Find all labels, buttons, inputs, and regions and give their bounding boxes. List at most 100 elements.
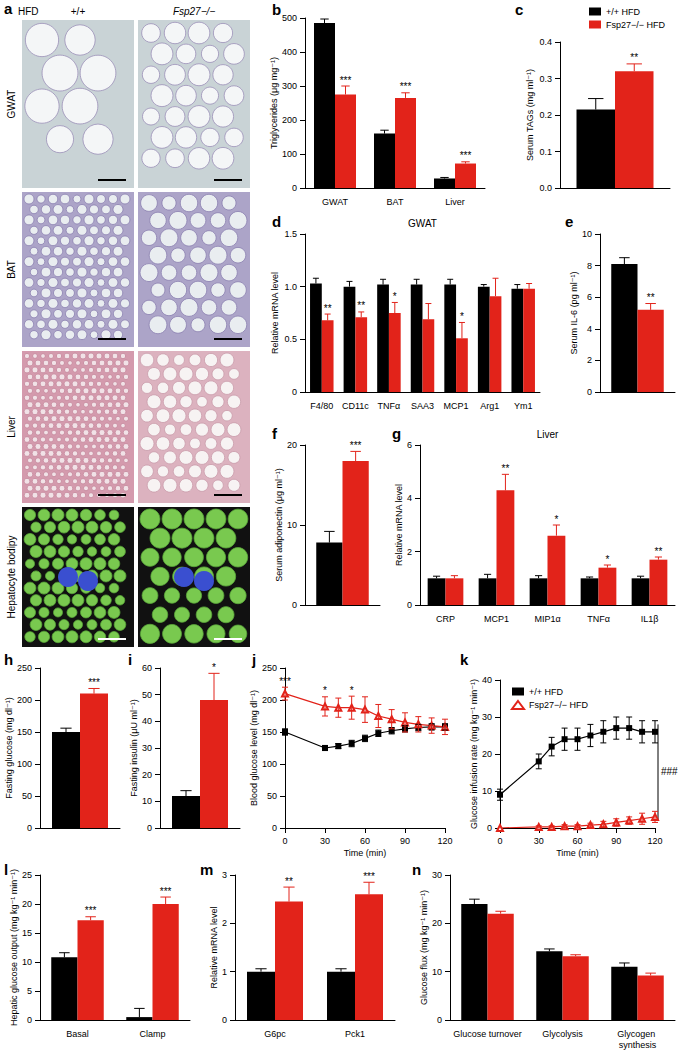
svg-text:F4/80: F4/80 [310,401,333,411]
svg-text:0: 0 [147,823,152,833]
svg-text:0: 0 [272,823,277,833]
svg-text:50: 50 [22,791,32,801]
svg-text:Arg1: Arg1 [480,401,499,411]
svg-text:6: 6 [407,440,412,450]
svg-text:***: *** [88,677,100,688]
svg-text:3: 3 [222,870,227,880]
svg-text:b: b [272,1,281,18]
svg-text:**: ** [285,876,293,887]
svg-text:BAT: BAT [387,197,404,207]
svg-text:200: 200 [17,695,32,705]
svg-text:Glucose turnover: Glucose turnover [453,1029,522,1039]
svg-text:20: 20 [482,749,492,759]
svg-text:0.2: 0.2 [539,110,552,120]
svg-text:50: 50 [267,791,277,801]
svg-text:h: h [4,651,13,668]
svg-text:**: ** [630,52,638,63]
svg-text:Liver: Liver [6,415,17,437]
svg-text:0.4: 0.4 [539,37,552,47]
svg-text:10: 10 [22,957,32,967]
svg-text:***: *** [85,905,97,916]
svg-text:1.0: 1.0 [284,282,297,292]
svg-text:*: * [393,291,397,302]
svg-text:0.3: 0.3 [539,74,552,84]
svg-text:*: * [554,514,558,525]
svg-text:250: 250 [17,663,32,673]
svg-text:0: 0 [292,387,297,397]
svg-text:***: *** [340,75,352,86]
svg-text:***: *** [363,871,375,882]
svg-text:G6pc: G6pc [264,1029,286,1039]
svg-text:30: 30 [320,836,330,846]
svg-text:10: 10 [287,520,297,530]
svg-text:0: 0 [487,823,492,833]
svg-text:Time (min): Time (min) [344,848,387,858]
svg-text:0: 0 [407,600,412,610]
svg-text:MIP1α: MIP1α [534,614,560,624]
svg-text:***: *** [400,81,412,92]
svg-text:0: 0 [497,836,502,846]
svg-text:0: 0 [437,1015,442,1025]
svg-text:TNFα: TNFα [378,401,401,411]
svg-text:MCP1: MCP1 [444,401,469,411]
svg-text:150: 150 [17,727,32,737]
svg-text:Fasting insulin (μU ml⁻¹): Fasting insulin (μU ml⁻¹) [129,699,139,796]
svg-text:60: 60 [142,663,152,673]
svg-text:*: * [460,311,464,322]
svg-text:n: n [412,861,421,878]
svg-text:*: * [605,554,609,565]
svg-text:120: 120 [437,836,452,846]
svg-text:500: 500 [282,13,297,23]
svg-text:Relative mRNA level: Relative mRNA level [270,272,280,354]
svg-text:Hepatocyte bodipy: Hepatocyte bodipy [6,536,17,619]
svg-text:30: 30 [534,836,544,846]
svg-text:Blood glucose level (mg dl⁻¹): Blood glucose level (mg dl⁻¹) [249,690,259,806]
svg-text:Glucose infusion rate (mg kg⁻¹: Glucose infusion rate (mg kg⁻¹ min⁻¹) [469,679,479,829]
svg-text:10: 10 [432,967,442,977]
svg-text:Relative mRNA level: Relative mRNA level [394,484,404,566]
svg-text:IL1β: IL1β [641,614,659,624]
svg-text:***: *** [460,150,472,161]
svg-text:2: 2 [587,355,592,365]
svg-text:Fsp27−/−: Fsp27−/− [173,6,215,17]
svg-text:+/+: +/+ [71,6,86,17]
svg-text:d: d [272,213,281,230]
svg-text:400: 400 [282,47,297,57]
svg-text:250: 250 [262,663,277,673]
svg-text:l: l [4,861,8,878]
svg-text:###: ### [661,766,678,777]
svg-text:Serum adiponectin (μg ml⁻¹): Serum adiponectin (μg ml⁻¹) [274,468,284,581]
svg-text:10: 10 [482,786,492,796]
svg-text:20: 20 [432,918,442,928]
svg-text:100: 100 [282,149,297,159]
svg-text:100: 100 [17,759,32,769]
svg-text:Basal: Basal [66,1029,89,1039]
svg-text:g: g [392,425,401,442]
svg-text:c: c [515,1,523,18]
svg-text:***: *** [160,886,172,897]
svg-text:4: 4 [407,493,412,503]
svg-text:0: 0 [282,836,287,846]
svg-text:0: 0 [222,1015,227,1025]
svg-text:GWAT: GWAT [322,197,348,207]
svg-text:8: 8 [587,261,592,271]
svg-text:20: 20 [287,440,297,450]
svg-text:0.0: 0.0 [539,183,552,193]
svg-text:40: 40 [142,716,152,726]
svg-text:+/+ HFD: +/+ HFD [529,687,564,697]
svg-text:**: ** [647,292,655,303]
svg-text:Fsp27−/− HFD: Fsp27−/− HFD [529,700,589,710]
svg-text:90: 90 [400,836,410,846]
svg-text:2: 2 [407,547,412,557]
svg-text:40: 40 [482,675,492,685]
svg-text:90: 90 [611,836,621,846]
svg-text:*: * [212,662,216,673]
svg-text:60: 60 [572,836,582,846]
svg-text:5: 5 [27,986,32,996]
svg-text:0.1: 0.1 [539,147,552,157]
svg-text:0: 0 [587,387,592,397]
svg-text:*: * [350,685,354,696]
svg-text:4: 4 [587,324,592,334]
svg-text:Liver: Liver [445,197,465,207]
svg-text:Fasting glucose (mg dl⁻¹): Fasting glucose (mg dl⁻¹) [4,697,14,798]
